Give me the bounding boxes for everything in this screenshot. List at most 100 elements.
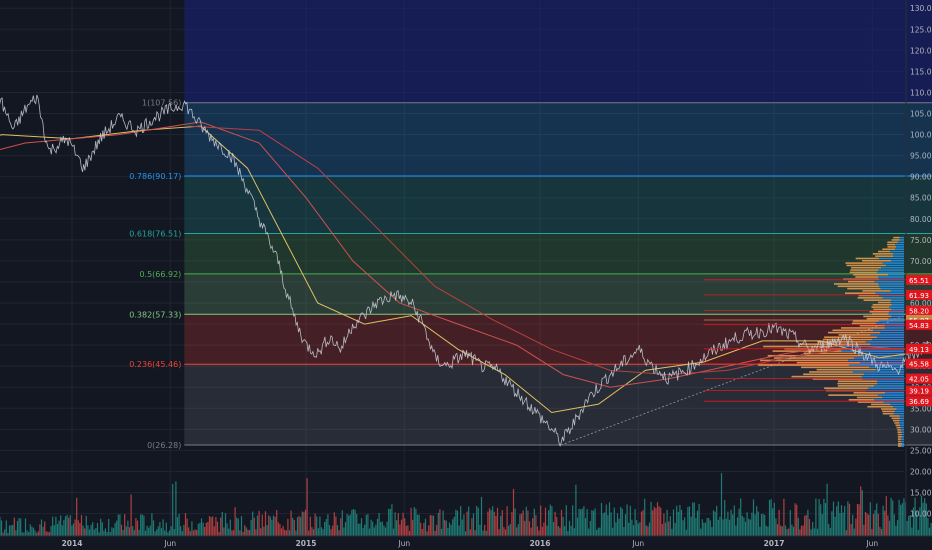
volume-bar (912, 507, 915, 536)
moving-average-line (0, 121, 932, 388)
volume-bar (338, 530, 340, 536)
volume-bar (804, 515, 806, 536)
volume-bar (148, 527, 150, 536)
volume-bar (629, 505, 631, 536)
volume-bar (584, 518, 587, 536)
volume-bar (239, 530, 241, 536)
volume-bar (256, 515, 259, 536)
grid-lines (0, 0, 904, 536)
volume-bar (200, 518, 203, 536)
y-axis-tick-label: 110.00 (910, 88, 932, 97)
profile-bar-up (900, 429, 904, 431)
volume-bar (64, 516, 67, 536)
volume-bar (234, 507, 236, 536)
profile-bar-up (875, 292, 904, 295)
volume-bar (903, 498, 905, 536)
profile-bar-down (881, 408, 897, 410)
volume-bar (778, 509, 780, 536)
volume-bar (610, 512, 612, 536)
volume-bar (488, 508, 491, 536)
volume-bar (925, 503, 927, 536)
x-axis-tick-label: Jun (163, 539, 176, 548)
volume-bar (580, 509, 582, 536)
profile-bar-down (891, 417, 901, 420)
profile-bar-down (897, 433, 902, 436)
x-axis[interactable]: Jun2014Jun2015Jun2016Jun2017Jun2018Jun20… (0, 535, 932, 548)
volume-bar (194, 529, 196, 536)
volume-bar (866, 513, 868, 536)
profile-bar-down (851, 266, 882, 269)
volume-bar (386, 521, 388, 536)
volume-bar (792, 526, 795, 536)
profile-bar-down (840, 327, 885, 329)
volume-bar (279, 524, 281, 536)
profile-bar-down (774, 357, 855, 359)
volume-bar (490, 510, 492, 536)
profile-bar-up (848, 359, 904, 362)
profile-bar-down (852, 320, 879, 322)
volume-bar (383, 525, 385, 536)
volume-bar (703, 522, 705, 536)
fib-level-label: 1(107.56) (142, 99, 181, 108)
volume-bar (719, 516, 721, 536)
volume-bar (189, 531, 191, 536)
profile-bar-down (882, 412, 894, 415)
volume-bar (660, 507, 662, 536)
volume-bar (672, 509, 675, 536)
volume-bar (708, 518, 710, 536)
fib-zone (184, 233, 932, 274)
volume-bar (799, 529, 801, 536)
profile-bar-up (876, 322, 904, 325)
fibonacci-retracement[interactable]: 1(107.56) 0.786(90.17) 0.618(76.51) 0.5(66.… (129, 0, 932, 450)
volume-bar (632, 525, 635, 536)
volume-bar (463, 514, 465, 536)
volume-bar (677, 511, 679, 536)
volume-bar (548, 510, 550, 536)
volume-bar (168, 530, 171, 536)
volume-bar (693, 502, 695, 536)
volume-bar (791, 524, 793, 536)
profile-bar-down (878, 301, 891, 304)
volume-bar (824, 503, 827, 536)
volume-bar (583, 506, 585, 536)
profile-bar-up (896, 408, 904, 410)
volume-bar (477, 507, 479, 536)
volume-bar (328, 525, 331, 536)
volume-bar (416, 514, 419, 536)
volume-bar (373, 527, 375, 536)
volume-bar (119, 514, 121, 536)
volume-bar (352, 508, 355, 536)
profile-bar-up (901, 438, 904, 440)
volume-bar (66, 514, 68, 536)
volume-bar (343, 527, 345, 536)
volume-bar (642, 509, 644, 536)
profile-bar-up (891, 315, 904, 318)
volume-bar (76, 497, 78, 536)
profile-bar-up (890, 290, 904, 292)
volume-bar (877, 513, 879, 536)
y-axis-tick-label: 125.00 (910, 25, 932, 34)
x-axis-tick-label: 2014 (62, 539, 83, 548)
volume-bar (861, 490, 863, 536)
volume-bar (671, 528, 673, 536)
profile-bar-up (865, 341, 904, 343)
volume-bar (154, 531, 156, 536)
profile-bar-up (875, 368, 904, 371)
y-axis-tick-label: 105.00 (910, 109, 932, 118)
volume-bar (519, 514, 521, 536)
profile-bar-up (888, 273, 904, 276)
volume-bar (756, 506, 758, 536)
volume-bar (461, 519, 463, 536)
y-axis[interactable]: 130.00 125.00 120.00 115.00 110.00 105.00 100.… (905, 0, 932, 536)
volume-bar (415, 508, 417, 536)
profile-bar-up (900, 445, 904, 447)
volume-bar (325, 519, 327, 536)
volume-bar (888, 520, 891, 536)
volume-bar (893, 514, 895, 536)
volume-bar (199, 522, 201, 536)
profile-bar-down (850, 269, 879, 271)
profile-bar-up (893, 405, 904, 408)
volume-bar (829, 527, 831, 536)
price-label-text: 61.93 (909, 292, 929, 300)
